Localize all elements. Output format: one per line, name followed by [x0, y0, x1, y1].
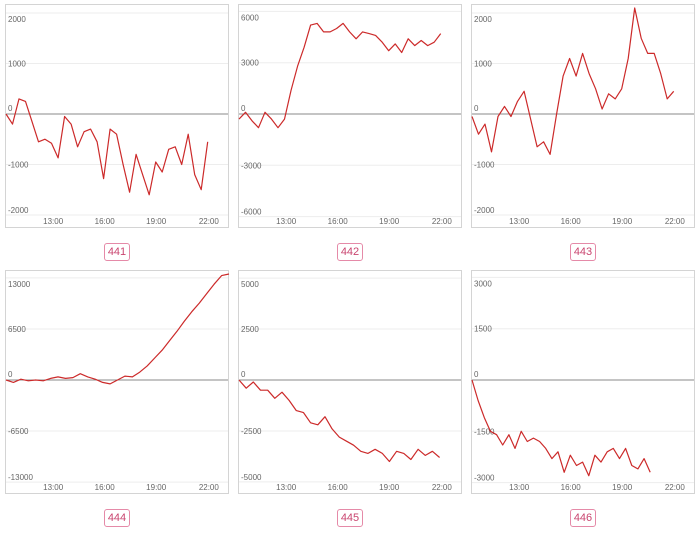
- y-tick-label: 1000: [8, 60, 26, 69]
- x-tick-label: 13:00: [276, 217, 297, 226]
- x-tick-label: 22:00: [199, 217, 220, 226]
- x-tick-label: 22:00: [432, 217, 453, 226]
- y-tick-label: 6500: [8, 325, 26, 334]
- chart-label-443[interactable]: 443: [570, 243, 596, 261]
- chart-446: 3000 1500 0 -1500 -3000 13:00 16:00 19:00 22:00: [471, 270, 695, 494]
- chart-443-svg: 2000 1000 0 -1000 -2000 13:00 16:00 19:00 22:00: [471, 4, 695, 228]
- x-tick-label: 16:00: [328, 483, 349, 492]
- x-tick-label: 22:00: [665, 483, 686, 492]
- series-line: [5, 98, 209, 196]
- series-line: [471, 7, 675, 155]
- y-tick-label: 0: [474, 370, 479, 379]
- y-tick-label: -3000: [241, 161, 262, 170]
- chart-444-svg: 13000 6500 0 -6500 -13000 13:00 16:00 19:00 22:0…: [5, 270, 230, 494]
- x-tick-label: 22:00: [199, 483, 220, 492]
- y-tick-label: 0: [8, 370, 13, 379]
- x-tick-label: 16:00: [561, 217, 582, 226]
- chart-442-svg: 6000 3000 0 -3000 -6000 13:00 16:00 19:00 22:00: [238, 4, 462, 228]
- x-tick-label: 16:00: [95, 217, 116, 226]
- y-tick-label: 3000: [474, 279, 492, 288]
- y-tick-label: 1500: [474, 325, 492, 334]
- y-tick-label: -2000: [474, 206, 495, 215]
- chart-445-svg: 5000 2500 0 -2500 -5000 13:00 16:00 19:00 22:00: [238, 270, 462, 494]
- x-tick-label: 22:00: [432, 483, 453, 492]
- y-tick-label: -6000: [241, 208, 262, 217]
- series-line: [5, 273, 230, 385]
- x-tick-label: 16:00: [95, 483, 116, 492]
- y-tick-label: 0: [474, 104, 479, 113]
- x-tick-label: 19:00: [612, 483, 633, 492]
- y-tick-label: 2000: [474, 15, 492, 24]
- y-tick-label: -2000: [8, 206, 29, 215]
- y-tick-label: -6500: [8, 427, 29, 436]
- x-tick-label: 19:00: [379, 483, 400, 492]
- y-tick-label: -3000: [474, 474, 495, 483]
- y-tick-label: 0: [8, 104, 13, 113]
- y-tick-label: 0: [241, 104, 246, 113]
- y-tick-label: -1000: [474, 160, 495, 169]
- y-tick-label: -13000: [8, 473, 33, 482]
- series-line: [238, 22, 442, 129]
- x-tick-label: 13:00: [509, 483, 530, 492]
- x-tick-label: 13:00: [43, 483, 64, 492]
- series-line: [471, 379, 651, 477]
- series-line: [238, 379, 440, 463]
- y-tick-label: -1000: [8, 160, 29, 169]
- x-tick-label: 16:00: [328, 217, 349, 226]
- x-tick-label: 19:00: [379, 217, 400, 226]
- chart-442: 6000 3000 0 -3000 -6000 13:00 16:00 19:00 22:00: [238, 4, 462, 228]
- x-tick-label: 13:00: [276, 483, 297, 492]
- chart-frame: [471, 4, 695, 228]
- x-tick-label: 22:00: [665, 217, 686, 226]
- y-tick-label: 2000: [8, 15, 26, 24]
- y-tick-label: 6000: [241, 13, 259, 22]
- x-tick-label: 13:00: [509, 217, 530, 226]
- x-tick-label: 19:00: [612, 217, 633, 226]
- chart-frame: [5, 270, 229, 494]
- chart-441: 2000 1000 0 -1000 -2000 13:00 16:00 19:00 22:00: [5, 4, 229, 228]
- chart-frame: [238, 4, 462, 228]
- chart-445: 5000 2500 0 -2500 -5000 13:00 16:00 19:00 22:00: [238, 270, 462, 494]
- x-tick-label: 19:00: [146, 217, 167, 226]
- chart-frame: [238, 270, 462, 494]
- y-tick-label: -1500: [474, 427, 495, 436]
- chart-label-446[interactable]: 446: [570, 509, 596, 527]
- chart-446-svg: 3000 1500 0 -1500 -3000 13:00 16:00 19:00 22:00: [471, 270, 695, 494]
- x-tick-label: 13:00: [43, 217, 64, 226]
- chart-label-442[interactable]: 442: [337, 243, 363, 261]
- y-tick-label: 5000: [241, 280, 259, 289]
- chart-label-444[interactable]: 444: [104, 509, 130, 527]
- chart-444: 13000 6500 0 -6500 -13000 13:00 16:00 19:00 22:0…: [5, 270, 230, 494]
- chart-441-svg: 2000 1000 0 -1000 -2000 13:00 16:00 19:00 22:00: [5, 4, 229, 228]
- chart-443: 2000 1000 0 -1000 -2000 13:00 16:00 19:00 22:00: [471, 4, 695, 228]
- y-tick-label: 2500: [241, 325, 259, 334]
- x-tick-label: 19:00: [146, 483, 167, 492]
- y-tick-label: 1000: [474, 60, 492, 69]
- chart-frame: [471, 270, 695, 494]
- chart-label-441[interactable]: 441: [104, 243, 130, 261]
- y-tick-label: 0: [241, 370, 246, 379]
- y-tick-label: 13000: [8, 280, 31, 289]
- y-tick-label: -5000: [241, 473, 262, 482]
- y-tick-label: 3000: [241, 59, 259, 68]
- y-tick-label: -2500: [241, 427, 262, 436]
- chart-frame: [5, 4, 229, 228]
- x-tick-label: 16:00: [561, 483, 582, 492]
- chart-label-445[interactable]: 445: [337, 509, 363, 527]
